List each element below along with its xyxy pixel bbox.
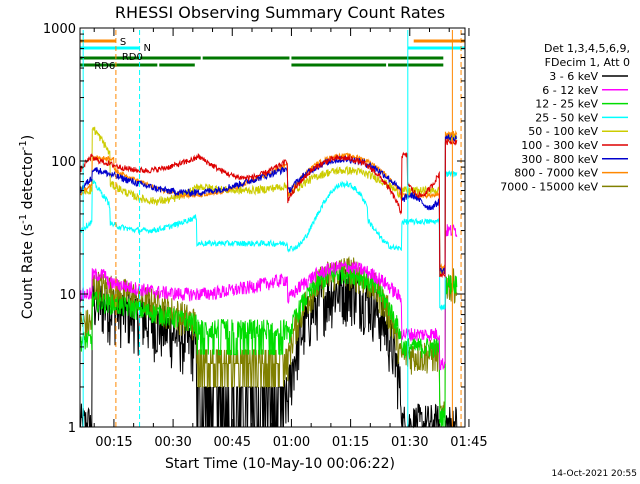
legend-label-e7: 300 - 800 keV xyxy=(521,153,598,166)
footer-date: 14-Oct-2021 20:55 xyxy=(552,469,637,479)
night-flag-label: N xyxy=(144,43,151,54)
y-axis-label: Count Rate (s-1 detector-1) xyxy=(18,135,36,319)
vertical-markers xyxy=(82,30,462,427)
legend-label-e6: 100 - 300 keV xyxy=(521,139,598,152)
x-tick-label: 00:15 xyxy=(95,435,132,450)
saa-flag-label: S xyxy=(120,37,126,48)
series-group xyxy=(79,126,458,429)
y-tick-label: 1000 xyxy=(43,22,76,37)
y-label-mid: detector xyxy=(20,150,36,214)
x-tick-label: 01:15 xyxy=(332,435,369,450)
x-axis-label: Start Time (10-May-10 00:06:22) xyxy=(165,456,395,472)
y-tick-label: 1 xyxy=(68,421,76,436)
legend-label-e2: 6 - 12 keV xyxy=(542,84,598,97)
series-line-e5 xyxy=(79,126,458,275)
y-tick-label: 10 xyxy=(59,288,76,303)
chart-title: RHESSI Observing Summary Count Rates xyxy=(115,3,445,22)
x-tick-label: 01:00 xyxy=(273,435,310,450)
series-line-e7 xyxy=(79,133,457,275)
y-label-prefix: Count Rate (s xyxy=(20,224,36,319)
x-tick-label: 01:30 xyxy=(391,435,428,450)
axes: 1 10 100 1000 00:15 00:30 00:45 01:00 01:15 01:30… xyxy=(43,22,488,450)
legend-label-e9: 7000 - 15000 keV xyxy=(500,180,598,193)
y-tick-label: 100 xyxy=(51,155,76,170)
legend-label-e4: 25 - 50 keV xyxy=(535,111,598,124)
series-line-e4 xyxy=(79,169,458,311)
legend-header: Det 1,3,4,5,6,9, FDecim 1, Att 0 xyxy=(544,42,630,69)
series-line-e2 xyxy=(79,224,458,371)
legend-label-e1: 3 - 6 keV xyxy=(549,70,598,83)
x-tick-label: 00:45 xyxy=(214,435,251,450)
rd6-flag-label: RD6 xyxy=(94,61,115,72)
series-line-e3 xyxy=(79,263,458,428)
y-label-suffix: ) xyxy=(20,135,36,140)
legend-header-line-1: Det 1,3,4,5,6,9, xyxy=(544,42,630,55)
legend-label-e3: 12 - 25 keV xyxy=(535,98,598,111)
y-label-exp2: -1 xyxy=(18,140,29,150)
plot-frame xyxy=(79,27,466,428)
x-tick-label: 01:45 xyxy=(450,435,487,450)
legend-label-e5: 50 - 100 keV xyxy=(528,125,598,138)
legend-label-e8: 800 - 7000 keV xyxy=(514,167,598,180)
series-line-e6 xyxy=(79,138,458,279)
rd0-flag-label: RD0 xyxy=(122,52,143,63)
x-tick-label: 00:30 xyxy=(154,435,191,450)
svg-text:Count Rate (s-1 detector-1): Count Rate (s-1 detector-1) xyxy=(18,135,36,319)
legend-header-line-2: FDecim 1, Att 0 xyxy=(545,56,630,69)
y-label-exp: -1 xyxy=(18,214,29,224)
